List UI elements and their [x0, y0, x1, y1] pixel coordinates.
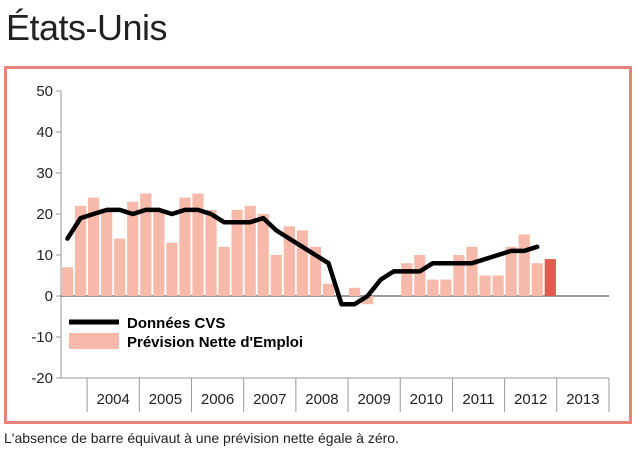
bar [179, 197, 191, 296]
bar [74, 205, 87, 296]
bar [61, 267, 74, 296]
x-tick-label: 2006 [201, 391, 234, 408]
legend-bar-swatch [69, 333, 119, 349]
legend-bar-label: Prévision Nette d'Emploi [127, 334, 303, 351]
bar [492, 275, 504, 296]
bar [205, 209, 217, 296]
x-tick-label: 2008 [305, 391, 338, 408]
bar [257, 214, 269, 296]
bar [348, 287, 361, 296]
bar [192, 193, 204, 296]
bar [544, 259, 556, 296]
bar [218, 246, 230, 296]
bars [61, 193, 556, 305]
bar [231, 209, 243, 296]
bar [127, 201, 139, 296]
x-tick-label: 2007 [253, 391, 286, 408]
bar [518, 234, 530, 296]
x-tick-label: 2004 [97, 391, 130, 408]
bar [479, 275, 491, 296]
footnote: L'absence de barre équivaut à une prévis… [4, 430, 399, 446]
y-tick-label: 10 [36, 247, 53, 264]
bar [505, 246, 517, 296]
x-tick-label: 2013 [566, 391, 599, 408]
page-title: États-Unis [6, 7, 168, 48]
bar [401, 263, 413, 296]
bar [362, 296, 374, 305]
bar [270, 255, 282, 296]
y-tick-label: 20 [36, 206, 53, 223]
bar [322, 283, 335, 296]
chart-frame: 50 40 30 20 10 0 -10 -20 2004 2005 2006 2007 2008 20… [4, 66, 632, 424]
bar [453, 255, 465, 296]
bar [114, 238, 126, 296]
line-series [65, 207, 540, 307]
bar [309, 246, 322, 296]
x-tick-label: 2012 [514, 391, 547, 408]
x-tick-label: 2010 [410, 391, 443, 408]
y-axis: 50 40 30 20 10 0 -10 -20 [31, 83, 609, 387]
y-tick-label: -10 [31, 329, 53, 346]
x-tick-label: 2005 [149, 391, 182, 408]
x-tick-label: 2009 [357, 391, 390, 408]
bar [88, 197, 100, 296]
bar [414, 255, 426, 296]
y-tick-label: 0 [45, 288, 53, 305]
bar [427, 279, 439, 296]
bar [531, 263, 543, 296]
line-path [65, 207, 540, 307]
bar [153, 209, 165, 296]
bar [101, 209, 113, 296]
y-tick-label: 40 [36, 124, 53, 141]
y-tick-label: 50 [36, 83, 53, 100]
x-tick-label: 2011 [462, 391, 494, 408]
bar [466, 246, 478, 296]
y-tick-label: -20 [31, 370, 53, 387]
legend-line-label: Données CVS [127, 315, 225, 332]
bar [283, 226, 295, 296]
y-tick-label: 30 [36, 165, 53, 182]
bar [440, 279, 452, 296]
bar [244, 205, 256, 296]
legend: Données CVS Prévision Nette d'Emploi [69, 315, 303, 351]
bar [140, 193, 152, 296]
x-axis: 2004 2005 2006 2007 2008 2009 2010 2011 2012 2013 [61, 377, 610, 412]
bar [296, 230, 308, 296]
bar [166, 242, 178, 296]
